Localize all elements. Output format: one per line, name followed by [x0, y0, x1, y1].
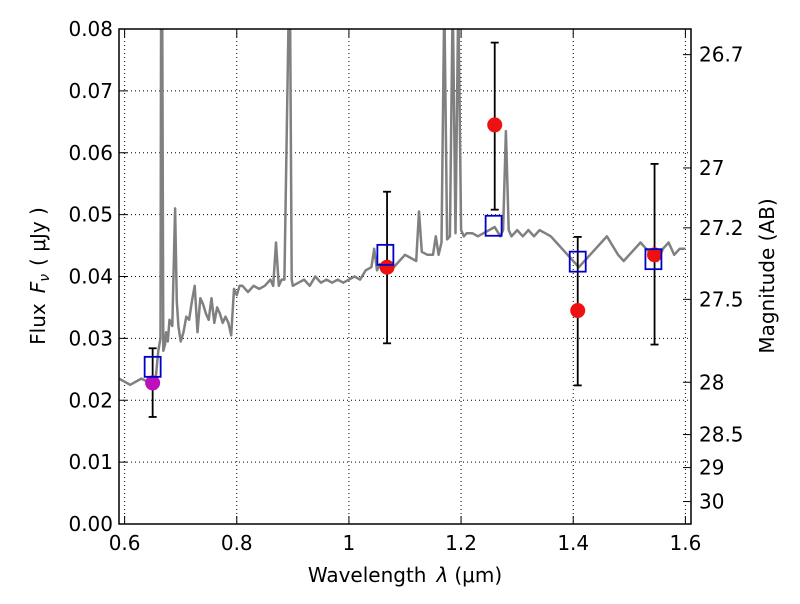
plot-frame	[118, 28, 692, 525]
errorbar-layer	[148, 41, 659, 418]
magnitude-tick-label-7: 30	[699, 490, 724, 514]
x-tick-label-0: 0.6	[109, 531, 141, 555]
y-tick-label-0: 0.00	[68, 512, 113, 536]
y-tick-label-3: 0.03	[68, 326, 113, 350]
magnitude-tick-label-6: 29	[699, 456, 724, 480]
x-axis-ticks: 0.6 0.8 1 1.2 1.4 1.6	[109, 29, 701, 555]
template-spectrum-layer	[119, 29, 686, 387]
y-tick-label-1: 0.01	[68, 450, 113, 474]
magnitude-tick-label-4: 28	[699, 370, 724, 394]
x-tick-label-2: 1	[343, 531, 356, 555]
model-square-1	[376, 243, 395, 266]
magnitude-axis-ticks: 26.7 27 27.2 27.5 28 28.5 29 30	[683, 43, 744, 514]
model-squares-layer	[143, 214, 663, 378]
model-square-2	[484, 214, 503, 237]
y-tick-label-2: 0.02	[68, 388, 113, 412]
magnitude-axis-label: Magnitude (AB)	[755, 198, 779, 353]
observed-points-layer	[145, 117, 663, 391]
observed-point-0	[145, 375, 161, 391]
magnitude-tick-label-1: 27	[699, 156, 724, 180]
magnitude-tick-label-0: 26.7	[699, 43, 744, 67]
y-tick-label-6: 0.06	[68, 141, 113, 165]
y-tick-label-8: 0.08	[68, 17, 113, 41]
observed-point-3	[570, 303, 586, 319]
model-square-3	[568, 250, 587, 273]
x-tick-label-5: 1.6	[669, 531, 701, 555]
y-tick-label-5: 0.05	[68, 203, 113, 227]
magnitude-tick-label-5: 28.5	[699, 423, 744, 447]
x-tick-label-1: 0.8	[221, 531, 253, 555]
x-tick-label-4: 1.4	[557, 531, 589, 555]
x-axis-label: Wavelength λ (μm)	[308, 563, 502, 587]
magnitude-tick-label-3: 27.5	[699, 287, 744, 311]
observed-point-1	[379, 259, 395, 275]
observed-point-2	[487, 117, 503, 133]
grid-lines	[119, 28, 691, 525]
y-tick-label-7: 0.07	[68, 79, 113, 103]
model-square-4	[644, 248, 663, 271]
y-axis-label: FluxFν( μJy )	[26, 207, 53, 345]
y-tick-label-4: 0.04	[68, 265, 113, 289]
x-tick-label-3: 1.2	[445, 531, 477, 555]
template-spectrum-line	[119, 29, 686, 387]
y-axis-ticks: 0.00 0.01 0.02 0.03 0.04 0.05 0.06 0.07 0.08	[68, 17, 127, 536]
magnitude-tick-label-2: 27.2	[699, 216, 744, 240]
model-square-0	[143, 355, 162, 378]
